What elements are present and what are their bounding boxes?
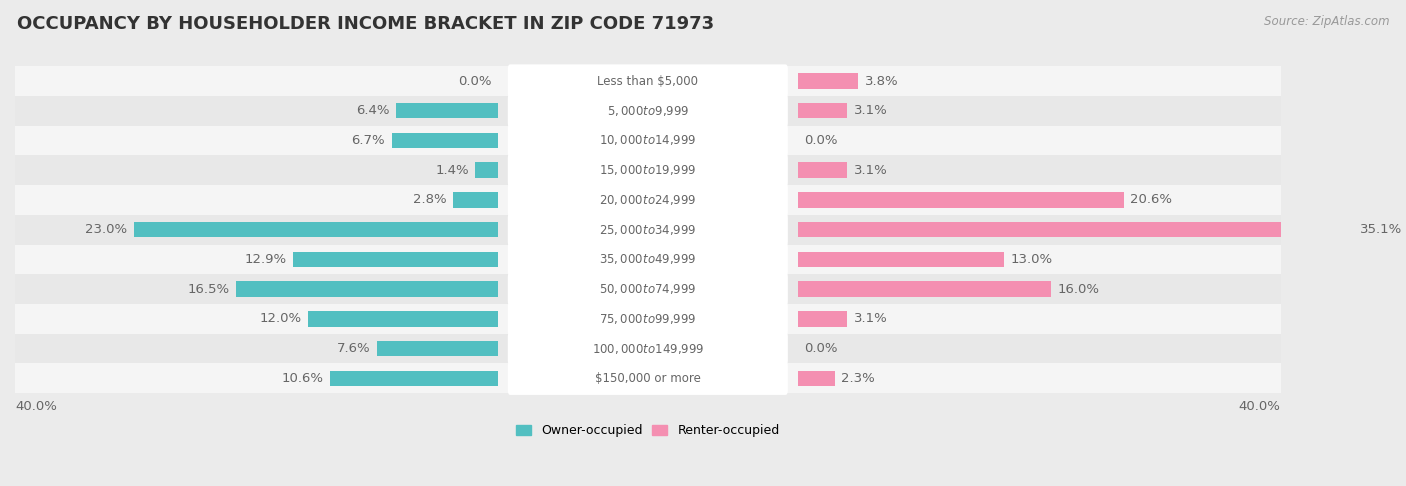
Text: $10,000 to $14,999: $10,000 to $14,999 [599,134,696,147]
FancyBboxPatch shape [508,64,787,98]
Text: $25,000 to $34,999: $25,000 to $34,999 [599,223,696,237]
Text: 1.4%: 1.4% [436,164,470,177]
Bar [799,311,848,327]
Bar [134,222,498,237]
Text: 13.0%: 13.0% [1010,253,1052,266]
FancyBboxPatch shape [508,154,787,187]
Bar [330,370,498,386]
Bar [294,252,498,267]
FancyBboxPatch shape [508,273,787,306]
Bar [15,96,1281,125]
Bar [475,162,498,178]
FancyBboxPatch shape [508,94,787,127]
Text: $5,000 to $9,999: $5,000 to $9,999 [606,104,689,118]
Text: 3.1%: 3.1% [853,164,887,177]
Text: $150,000 or more: $150,000 or more [595,372,700,385]
Text: 12.9%: 12.9% [245,253,287,266]
Bar [15,364,1281,393]
Bar [377,341,498,356]
Text: $15,000 to $19,999: $15,000 to $19,999 [599,163,696,177]
Text: 40.0%: 40.0% [15,399,56,413]
Text: $35,000 to $49,999: $35,000 to $49,999 [599,252,696,266]
Text: 35.1%: 35.1% [1360,223,1402,236]
Bar [391,133,498,148]
FancyBboxPatch shape [508,124,787,157]
Text: 12.0%: 12.0% [259,312,301,325]
Text: 20.6%: 20.6% [1130,193,1173,207]
Text: OCCUPANCY BY HOUSEHOLDER INCOME BRACKET IN ZIP CODE 71973: OCCUPANCY BY HOUSEHOLDER INCOME BRACKET … [17,15,714,33]
Text: 6.4%: 6.4% [357,104,389,117]
Bar [799,252,1004,267]
Bar [799,192,1123,208]
Text: 16.0%: 16.0% [1057,282,1099,295]
Bar [799,73,858,89]
Bar [15,304,1281,334]
FancyBboxPatch shape [508,362,787,395]
Bar [396,103,498,119]
Bar [15,125,1281,156]
Text: $50,000 to $74,999: $50,000 to $74,999 [599,282,696,296]
Bar [15,215,1281,244]
FancyBboxPatch shape [508,183,787,217]
Bar [799,281,1052,297]
Text: 3.8%: 3.8% [865,74,898,87]
Legend: Owner-occupied, Renter-occupied: Owner-occupied, Renter-occupied [510,419,785,442]
Text: 0.0%: 0.0% [804,342,838,355]
Bar [236,281,498,297]
FancyBboxPatch shape [508,302,787,335]
Text: 23.0%: 23.0% [86,223,128,236]
Text: Source: ZipAtlas.com: Source: ZipAtlas.com [1264,15,1389,28]
Bar [308,311,498,327]
Text: $100,000 to $149,999: $100,000 to $149,999 [592,342,704,356]
Text: 2.3%: 2.3% [841,372,875,385]
Text: $75,000 to $99,999: $75,000 to $99,999 [599,312,696,326]
Text: $20,000 to $24,999: $20,000 to $24,999 [599,193,696,207]
Bar [15,66,1281,96]
Text: 16.5%: 16.5% [188,282,231,295]
Text: 2.8%: 2.8% [413,193,447,207]
Text: 0.0%: 0.0% [804,134,838,147]
Text: 3.1%: 3.1% [853,104,887,117]
Bar [15,156,1281,185]
Text: 0.0%: 0.0% [458,74,491,87]
FancyBboxPatch shape [508,243,787,276]
Bar [15,334,1281,364]
Text: 7.6%: 7.6% [337,342,371,355]
Bar [15,244,1281,274]
Text: 40.0%: 40.0% [1239,399,1281,413]
Bar [799,370,835,386]
FancyBboxPatch shape [508,332,787,365]
Bar [15,185,1281,215]
Bar [453,192,498,208]
Bar [799,162,848,178]
Text: 6.7%: 6.7% [352,134,385,147]
Bar [799,222,1354,237]
Text: Less than $5,000: Less than $5,000 [598,74,699,87]
Text: 10.6%: 10.6% [281,372,323,385]
Bar [799,103,848,119]
Bar [15,274,1281,304]
FancyBboxPatch shape [508,213,787,246]
Text: 3.1%: 3.1% [853,312,887,325]
